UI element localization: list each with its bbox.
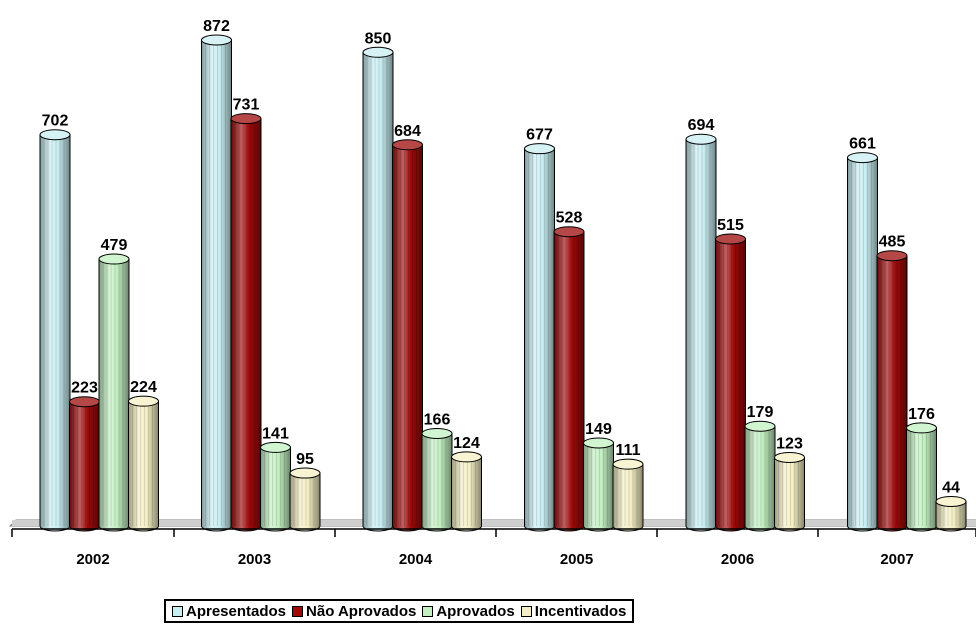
bar-apresentados-2002 xyxy=(39,129,71,532)
bar-incentivados-2006 xyxy=(774,451,805,532)
bar-aprovados-2004 xyxy=(421,427,453,532)
value-label-nao-aprovados-2003: 731 xyxy=(233,97,260,114)
legend-swatch-apresentados xyxy=(172,605,183,617)
category-label-2004: 2004 xyxy=(399,551,433,568)
value-label-apresentados-2003: 872 xyxy=(203,18,230,35)
value-label-incentivados-2007: 44 xyxy=(942,479,960,496)
value-label-apresentados-2002: 702 xyxy=(42,113,69,130)
bar-apresentados-2004 xyxy=(362,46,394,532)
x-axis: 2002 2003 2004 2005 2006 2007 xyxy=(11,528,976,568)
bar-aprovados-2003 xyxy=(260,441,291,532)
legend-item-nao-aprovados: Não Aprovados xyxy=(292,603,416,620)
value-label-apresentados-2007: 661 xyxy=(849,136,876,153)
value-label-incentivados-2004: 124 xyxy=(453,435,480,452)
legend-swatch-aprovados xyxy=(422,605,434,617)
value-label-aprovados-2003: 141 xyxy=(262,425,289,442)
bar-nao-aprovados-2002 xyxy=(69,396,100,532)
category-label-2006: 2006 xyxy=(721,551,754,568)
legend-item-incentivados: Incentivados xyxy=(520,602,627,620)
bar-aprovados-2005 xyxy=(583,437,614,532)
value-label-aprovados-2002: 479 xyxy=(101,237,128,254)
value-label-incentivados-2006: 123 xyxy=(776,435,803,452)
value-label-incentivados-2003: 95 xyxy=(296,451,314,468)
bar-apresentados-2003 xyxy=(201,34,232,532)
value-label-incentivados-2002: 224 xyxy=(130,379,157,396)
bar-aprovados-2002 xyxy=(98,253,130,532)
category-label-2003: 2003 xyxy=(238,551,271,568)
bar-apresentados-2005 xyxy=(524,143,555,532)
bar-nao-aprovados-2003 xyxy=(230,113,262,532)
value-label-nao-aprovados-2002: 223 xyxy=(71,380,98,397)
value-label-aprovados-2007: 176 xyxy=(908,406,935,423)
bar-incentivados-2002 xyxy=(128,395,159,532)
chart-legend: Apresentados Não Aprovados Aprovados Incent… xyxy=(164,599,635,623)
legend-label-incentivados: Incentivados xyxy=(534,602,627,620)
value-label-apresentados-2005: 677 xyxy=(526,127,553,144)
floor-shadow xyxy=(12,520,976,526)
bar-incentivados-2007 xyxy=(935,495,967,532)
category-label-2005: 2005 xyxy=(560,551,593,568)
category-label-2007: 2007 xyxy=(880,551,913,568)
value-label-nao-aprovados-2005: 528 xyxy=(556,210,583,227)
bar-incentivados-2004 xyxy=(451,451,482,532)
bar-nao-aprovados-2006 xyxy=(715,233,746,532)
legend-label-aprovados: Aprovados xyxy=(436,602,515,620)
bar-nao-aprovados-2005 xyxy=(553,226,585,532)
bar-aprovados-2007 xyxy=(906,422,937,532)
value-label-nao-aprovados-2007: 485 xyxy=(879,234,906,251)
legend-item-apresentados: Apresentados xyxy=(172,603,286,620)
bar-aprovados-2006 xyxy=(744,420,776,532)
value-label-incentivados-2005: 111 xyxy=(616,442,641,459)
value-label-nao-aprovados-2004: 684 xyxy=(394,123,421,140)
value-label-nao-aprovados-2006: 515 xyxy=(717,217,744,234)
bar-nao-aprovados-2007 xyxy=(876,250,908,532)
legend-label-nao-aprovados: Não Aprovados xyxy=(306,602,417,620)
bar-apresentados-2006 xyxy=(685,133,717,532)
bar-incentivados-2005 xyxy=(612,458,644,532)
value-label-apresentados-2004: 850 xyxy=(365,30,392,47)
bar-incentivados-2003 xyxy=(289,467,321,532)
bar-nao-aprovados-2004 xyxy=(392,139,423,532)
legend-label-apresentados: Apresentados xyxy=(186,602,287,620)
bar-apresentados-2007 xyxy=(847,152,878,532)
value-label-aprovados-2005: 149 xyxy=(585,421,612,438)
bars-group xyxy=(39,34,967,532)
legend-item-aprovados: Aprovados xyxy=(422,602,515,620)
legend-swatch-incentivados xyxy=(520,605,532,617)
value-label-aprovados-2004: 166 xyxy=(424,411,451,428)
legend-swatch-nao-aprovados xyxy=(292,605,304,617)
category-label-2002: 2002 xyxy=(76,551,109,568)
value-label-apresentados-2006: 694 xyxy=(688,117,715,134)
value-label-aprovados-2006: 179 xyxy=(747,404,774,421)
